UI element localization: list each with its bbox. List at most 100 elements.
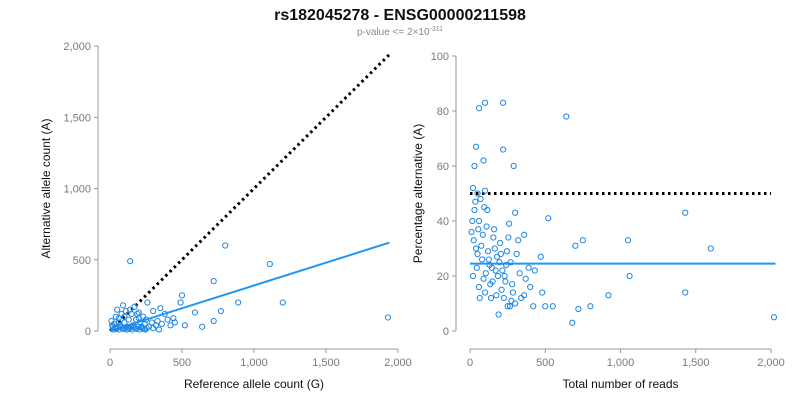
x-tick-label: 500 [173,357,191,369]
data-point [487,294,495,302]
data-point [575,305,582,313]
data-point [158,320,165,327]
data-point [279,299,286,306]
data-point [502,278,509,285]
data-point [481,99,489,106]
data-point [549,303,556,310]
data-point [115,315,122,322]
data-point [483,223,490,230]
data-point [167,322,174,329]
y-tick-label: 100 [431,51,449,63]
data-point [131,303,138,310]
data-point [473,264,480,271]
data-point [480,275,487,282]
x-tick-label: 2,000 [384,357,412,369]
data-point [707,245,714,252]
chart-title: rs182045278 - ENSG00000211598 [274,7,526,24]
data-point [508,297,515,304]
data-point [509,289,516,296]
data-point [505,234,512,241]
data-point [472,198,479,205]
data-point [161,310,168,317]
data-point [144,299,151,306]
data-point [499,267,506,274]
x-tick-label: 1,000 [240,357,268,369]
data-point [138,323,145,330]
data-point [503,261,510,269]
data-point [112,313,119,320]
data-point [569,319,576,326]
data-point [522,275,529,282]
data-point [495,311,502,318]
data-point [474,250,481,258]
y-tick-label: 0 [85,326,91,338]
data-point [468,228,475,236]
data-point [501,272,508,280]
data-point [210,317,217,325]
data-point [521,231,528,238]
data-point [487,281,494,288]
data-point [469,272,477,280]
data-point [624,237,632,244]
data-point [539,289,546,296]
data-point [181,322,188,329]
data-point [572,242,579,249]
data-point [504,303,511,310]
data-point [178,292,186,299]
data-point [481,204,488,211]
data-point [154,317,161,325]
right-scatter-panel: 0 500 1,000 1,500 2,000 0 20 40 60 80 100 Total num… [411,51,785,391]
data-point [513,250,520,258]
data-point [114,306,121,313]
y-axis-title: Percentage alternative (A) [411,124,425,263]
data-point [472,143,480,150]
data-point [770,314,778,321]
data-point [579,237,586,244]
data-point [479,231,486,238]
data-point [500,294,507,302]
data-point [682,209,689,216]
data-point [471,162,478,170]
data-point [475,283,483,291]
data-point [496,259,503,266]
reference-dotted-line [108,53,391,333]
data-point [545,215,552,222]
data-point [488,264,495,271]
x-axis-title: Reference allele count (G) [184,377,324,391]
y-tick-label: 60 [437,161,449,173]
data-point [506,220,513,227]
data-point [587,303,594,310]
data-point [497,239,504,247]
data-point [123,326,130,333]
data-point [530,303,537,310]
data-point [469,217,476,225]
data-point [235,299,242,306]
data-point [474,190,481,197]
x-tick-label: 1,000 [607,357,635,369]
data-point [470,237,477,244]
data-point [134,310,141,317]
x-tick-label: 0 [467,357,473,369]
x-tick-label: 500 [536,357,554,369]
data-point [132,316,140,323]
data-point [527,283,534,291]
x-tick-label: 1,500 [312,357,340,369]
data-point [266,260,273,268]
data-point [482,270,489,277]
data-point [222,242,229,249]
data-point [471,206,478,214]
x-tick-label: 2,000 [757,357,785,369]
data-point [512,209,519,216]
data-point [191,309,199,316]
data-point [475,226,482,233]
y-axis-title: Alternative allele count (A) [39,118,53,258]
x-tick-label: 1,500 [682,357,710,369]
data-point [491,245,498,252]
data-point [127,258,134,265]
data-point [476,294,483,302]
data-point [148,319,155,326]
subtitle-exponent: -311 [430,26,444,33]
data-point [481,187,489,194]
data-point [493,292,500,299]
data-point [199,323,206,330]
